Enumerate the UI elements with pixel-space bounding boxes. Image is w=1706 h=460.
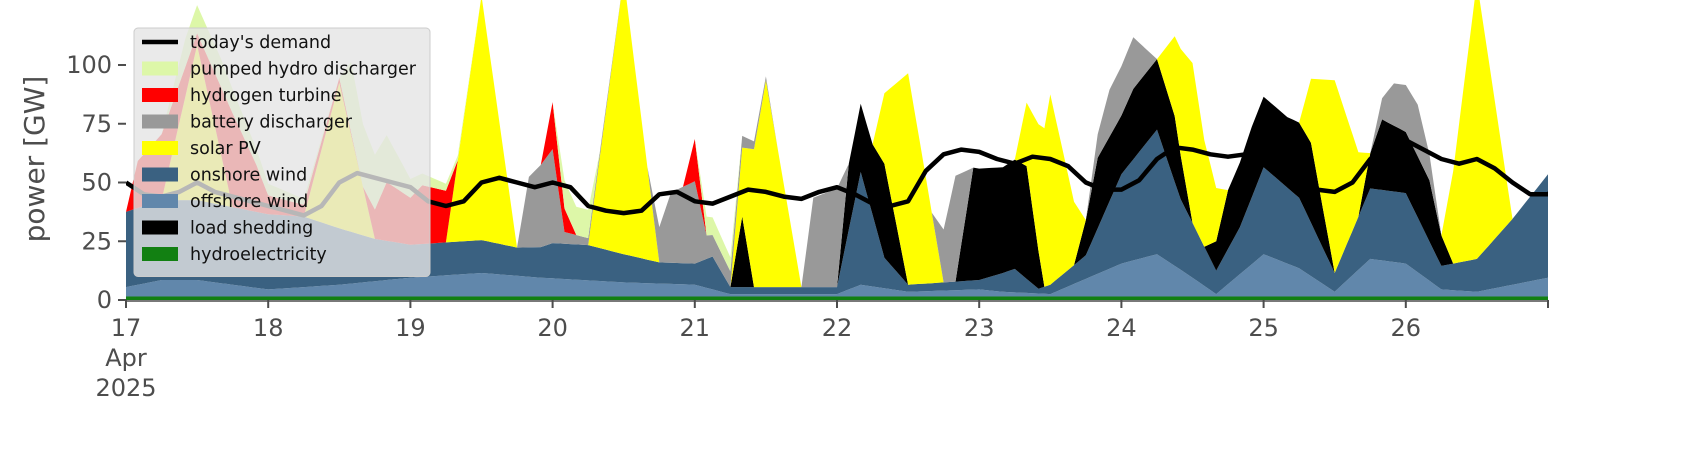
legend-swatch-offshore-wind — [142, 194, 178, 208]
legend-swatch-solar-pv — [142, 141, 178, 155]
legend-label-today-s-demand: today's demand — [190, 33, 331, 53]
legend-label-onshore-wind: onshore wind — [190, 166, 307, 186]
x-tick-label-25: 25 — [1248, 314, 1279, 342]
legend-label-solar-pv: solar PV — [190, 139, 261, 159]
x-tick-label-20: 20 — [537, 314, 568, 342]
legend-swatch-battery-discharger — [142, 114, 178, 129]
legend-label-hydroelectricity: hydroelectricity — [190, 245, 327, 265]
legend-swatch-hydroelectricity — [142, 247, 178, 261]
stacked-areas — [126, 0, 1548, 300]
y-tick-label-100: 100 — [66, 51, 112, 79]
area-battery-discharger — [126, 0, 1548, 288]
legend-swatch-load-shedding — [142, 220, 178, 235]
legend-label-hydrogen-turbine: hydrogen turbine — [190, 86, 342, 106]
x-tick-label-18: 18 — [253, 314, 284, 342]
area-onshore-wind — [126, 129, 1548, 295]
y-tick-label-25: 25 — [81, 227, 112, 255]
legend-label-load-shedding: load shedding — [190, 219, 313, 239]
x-tick-label-22: 22 — [822, 314, 853, 342]
legend-label-pumped-hydro-discharger: pumped hydro discharger — [190, 60, 417, 80]
x-tick-label-23: 23 — [964, 314, 995, 342]
legend-label-offshore-wind: offshore wind — [190, 192, 308, 212]
x-tick-label-19: 19 — [395, 314, 426, 342]
x-tick-label-17: 17 Apr 2025 — [95, 314, 156, 402]
y-tick-label-0: 0 — [97, 286, 112, 314]
area-offshore-wind — [126, 254, 1548, 297]
x-tick-label-24: 24 — [1106, 314, 1137, 342]
y-tick-label-50: 50 — [81, 169, 112, 197]
y-tick-label-75: 75 — [81, 110, 112, 138]
area-hydroelectricity — [126, 296, 1548, 300]
area-solar-pv — [126, 0, 1548, 288]
x-axis: 17 Apr 2025 18 19 20 21 22 23 24 25 26 — [95, 300, 1549, 402]
legend: today's demand pumped hydro discharger hyd… — [133, 27, 431, 277]
y-axis-label: power [GW] — [18, 76, 51, 243]
x-tick-label-26: 26 — [1391, 314, 1422, 342]
x-tick-label-21: 21 — [680, 314, 711, 342]
legend-swatch-onshore-wind — [142, 167, 178, 182]
legend-box — [133, 27, 431, 277]
legend-swatch-pumped-hydro-discharger — [142, 61, 178, 76]
legend-label-battery-discharger: battery discharger — [190, 113, 353, 133]
legend-swatch-hydrogen-turbine — [142, 88, 178, 102]
y-axis: 0 25 50 75 100 — [66, 51, 126, 314]
